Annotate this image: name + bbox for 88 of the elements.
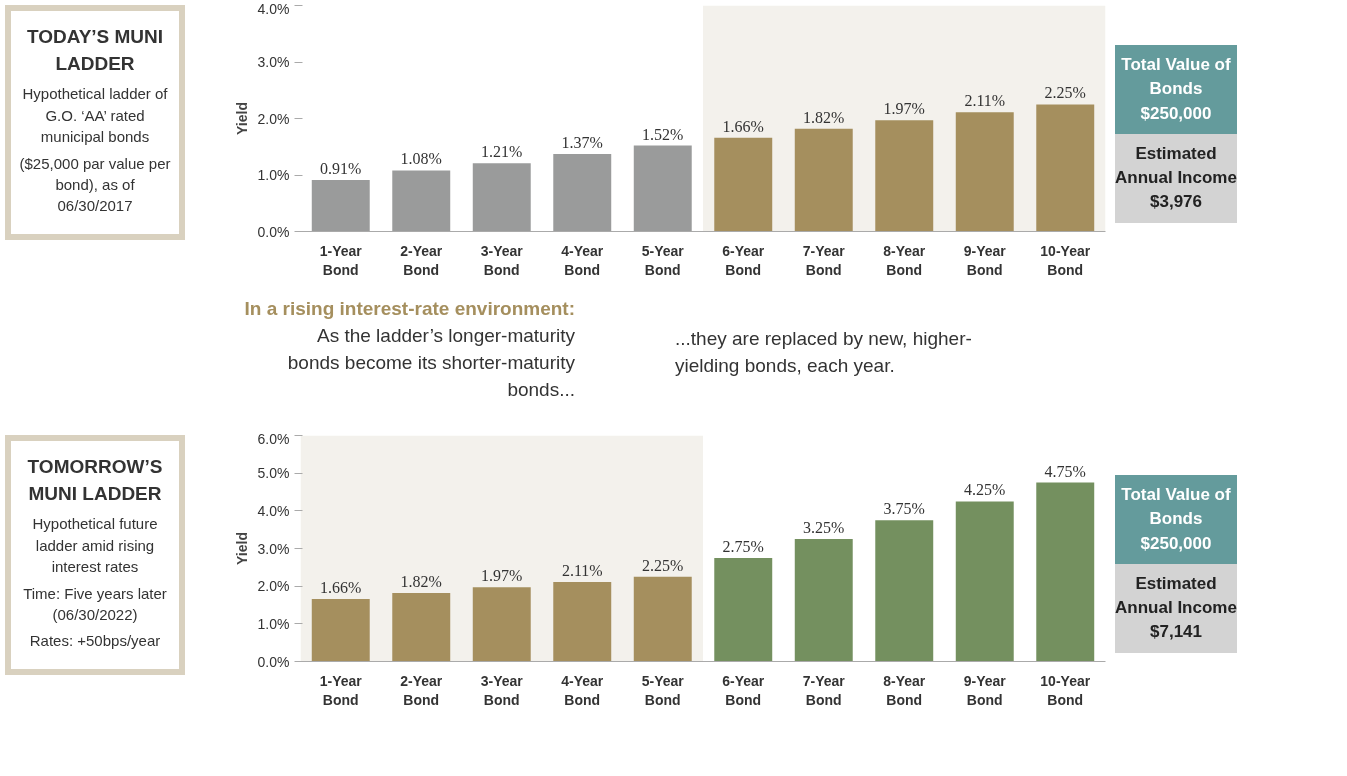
y-tick-label: 3.0% <box>257 540 290 557</box>
bar <box>875 120 934 232</box>
text: ($25,000 par value per bond), as of 06/30/2017 <box>19 153 171 217</box>
x-tick-label: 9-Year Bond <box>963 242 1007 278</box>
bar <box>553 154 612 232</box>
x-tick-label: 5-Year Bond <box>641 672 685 708</box>
text: Rates: +50bps/year <box>28 631 162 652</box>
x-tick-label: 2-Year Bond <box>400 242 443 278</box>
y-tick-label: 1.0% <box>257 615 290 632</box>
text: Hypothetical ladder of G.O. ‘AA’ rated municipal bonds <box>21 84 169 148</box>
data-label: 1.66% <box>722 117 764 135</box>
data-label: 3.75% <box>883 500 925 518</box>
x-tick-label: 8-Year Bond <box>883 242 926 278</box>
text: TOMORROW’S MUNI LADDER <box>26 455 164 507</box>
bar <box>794 128 853 232</box>
data-label: 1.97% <box>883 100 925 118</box>
x-tick-label: 4-Year Bond <box>561 242 604 278</box>
bar <box>472 163 531 232</box>
bar <box>553 582 612 662</box>
bar <box>311 180 370 232</box>
y-axis-title: Yield <box>233 532 250 565</box>
y-tick-label: 3.0% <box>257 54 290 70</box>
bar <box>1036 104 1095 232</box>
bar <box>714 557 773 662</box>
y-tick-label: 2.0% <box>257 110 290 127</box>
x-tick-label: 4-Year Bond <box>561 672 604 708</box>
data-label: 1.97% <box>481 567 523 585</box>
x-tick-label: 1-Year Bond <box>319 242 363 278</box>
y-tick-label: 2.0% <box>257 578 290 595</box>
bar <box>472 587 531 662</box>
data-label: 2.75% <box>722 537 764 555</box>
y-tick-label: 6.0% <box>257 430 290 447</box>
y-tick-label: 1.0% <box>257 167 290 183</box>
x-tick-label: 10-Year Bond <box>1040 242 1091 278</box>
bar <box>633 576 692 662</box>
x-tick-label: 6-Year Bond <box>722 242 765 278</box>
bar <box>311 598 370 662</box>
x-tick-label: 2-Year Bond <box>400 672 443 708</box>
data-label: 1.08% <box>400 150 442 168</box>
bar <box>392 592 451 662</box>
bar <box>955 112 1014 232</box>
x-tick-label: 9-Year Bond <box>963 672 1007 708</box>
data-label: 1.66% <box>320 578 362 596</box>
x-tick-label: 1-Year Bond <box>319 672 363 708</box>
bar <box>794 539 853 662</box>
bar <box>392 170 451 232</box>
bar <box>714 137 773 232</box>
data-label: 1.82% <box>803 108 845 126</box>
x-tick-label: 3-Year Bond <box>480 242 524 278</box>
text: Time: Five years later (06/30/2022) <box>22 583 168 625</box>
data-label: 4.25% <box>964 481 1006 499</box>
data-label: 0.91% <box>320 160 362 178</box>
text: As the ladder’s longer-maturity bonds become its shorter-maturity bonds... <box>286 324 575 403</box>
x-tick-label: 7-Year Bond <box>802 242 846 278</box>
x-tick-label: 5-Year Bond <box>641 242 685 278</box>
data-label: 1.82% <box>400 572 442 590</box>
x-tick-label: 8-Year Bond <box>883 672 926 708</box>
text: Hypothetical future ladder amid rising interest rates <box>31 514 159 578</box>
data-label: 1.37% <box>561 134 603 152</box>
text: TODAY’S MUNI LADDER <box>25 25 165 77</box>
y-tick-label: 0.0% <box>257 653 290 670</box>
text: Estimated Annual Income $7,141 <box>1115 563 1237 653</box>
y-tick-label: 4.0% <box>257 502 290 519</box>
data-label: 1.21% <box>481 143 523 161</box>
x-tick-label: 6-Year Bond <box>722 672 765 708</box>
bar <box>955 501 1014 662</box>
text: ...they are replaced by new, higher-yielding bonds, each year. <box>675 327 973 379</box>
x-tick-label: 10-Year Bond <box>1040 672 1091 708</box>
data-label: 2.11% <box>561 562 603 580</box>
bar <box>1036 482 1095 662</box>
bar <box>633 145 692 232</box>
data-label: 2.11% <box>964 92 1006 110</box>
y-tick-label: 0.0% <box>257 223 290 240</box>
y-tick-label: 5.0% <box>257 465 290 482</box>
text: In a rising interest-rate environment: <box>243 297 575 321</box>
text: Total Value of Bonds $250,000 <box>1115 45 1237 134</box>
data-label: 2.25% <box>1044 84 1086 102</box>
text: Estimated Annual Income $3,976 <box>1115 133 1237 223</box>
data-label: 4.75% <box>1044 462 1086 480</box>
x-tick-label: 7-Year Bond <box>802 672 846 708</box>
text: Total Value of Bonds $250,000 <box>1115 475 1237 564</box>
y-tick-label: 4.0% <box>257 0 290 17</box>
bar <box>875 520 934 662</box>
y-axis-title: Yield <box>233 102 250 135</box>
x-tick-label: 3-Year Bond <box>480 672 524 708</box>
data-label: 2.25% <box>642 556 684 574</box>
data-label: 3.25% <box>803 519 845 537</box>
data-label: 1.52% <box>642 125 684 143</box>
